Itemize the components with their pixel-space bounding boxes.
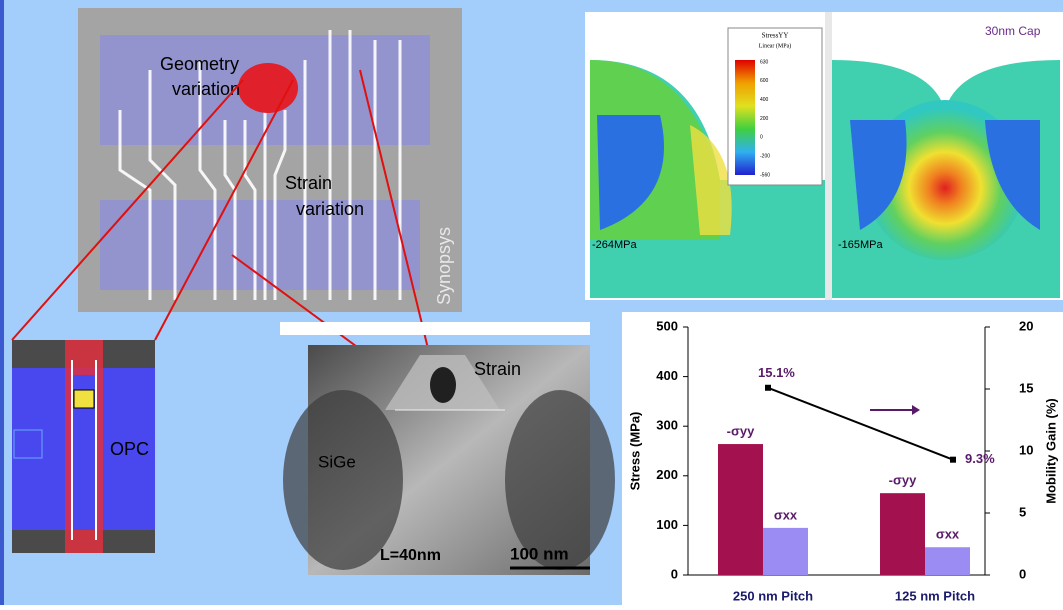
value-label: 9.3% xyxy=(965,451,995,466)
x-tick-label: 125 nm Pitch xyxy=(895,588,975,603)
line-marker xyxy=(765,385,771,391)
slide: Geometry variation Strain variation Syno… xyxy=(0,0,1063,605)
legend-tick: 600 xyxy=(760,78,769,84)
line-marker xyxy=(950,457,956,463)
y2-tick-label: 10 xyxy=(1019,442,1033,457)
y2-axis-label: Mobility Gain (%) xyxy=(1043,398,1058,503)
tem-image: Strain SiGe L=40nm 100 nm xyxy=(280,322,615,575)
legend-tick: -200 xyxy=(760,153,770,159)
layout-image: Geometry variation Strain variation Syno… xyxy=(78,8,462,312)
legend-tick: 400 xyxy=(760,97,769,103)
bar-label: σxx xyxy=(936,527,960,542)
simulation-image: StressYY Linear (MPa) 630 600 400 200 0 -200 -… xyxy=(585,12,1063,300)
chart: 0 100 200 300 400 500 0 5 10 15 20 Stress (MPa) Mobi… xyxy=(622,312,1063,605)
y-axis-label: Stress (MPa) xyxy=(627,412,642,491)
scale-bar-label: 100 nm xyxy=(510,544,569,563)
bar xyxy=(718,444,763,575)
legend-tick: 630 xyxy=(760,59,769,65)
y-tick-label: 500 xyxy=(656,318,678,333)
legend-title: StressYY xyxy=(762,32,789,40)
y2-tick-label: 20 xyxy=(1019,318,1033,333)
legend-tick: -560 xyxy=(760,172,770,178)
cap-label: 30nm Cap xyxy=(985,24,1041,38)
y2-tick-label: 5 xyxy=(1019,504,1026,519)
strain-label: Strain xyxy=(285,173,332,193)
bar xyxy=(925,547,970,575)
opc-image: OPC xyxy=(12,340,155,553)
stress-label: -264MPa xyxy=(592,239,638,251)
sige-label: SiGe xyxy=(318,452,356,471)
strain-label: variation xyxy=(296,199,364,219)
y-tick-label: 400 xyxy=(656,368,678,383)
geometry-label: Geometry xyxy=(160,54,239,74)
legend-tick: 200 xyxy=(760,116,769,122)
y2-tick-label: 0 xyxy=(1019,566,1026,581)
legend-tick: 0 xyxy=(760,135,763,141)
gate-length: L=40nm xyxy=(380,547,441,564)
y2-tick-label: 15 xyxy=(1019,380,1033,395)
y-tick-label: 300 xyxy=(656,418,678,433)
bar xyxy=(880,493,925,575)
y-tick-label: 200 xyxy=(656,467,678,482)
strain-label: Strain xyxy=(474,359,521,379)
opc-label: OPC xyxy=(110,439,149,459)
bar xyxy=(763,528,808,575)
legend-unit: Linear (MPa) xyxy=(759,42,792,49)
x-tick-label: 250 nm Pitch xyxy=(733,588,813,603)
y-tick-label: 0 xyxy=(671,566,678,581)
left-edge xyxy=(0,0,4,605)
bar-label: σxx xyxy=(774,507,798,522)
bar-label: -σyy xyxy=(727,423,755,438)
stress-label: -165MPa xyxy=(838,239,884,251)
y-tick-label: 100 xyxy=(656,517,678,532)
value-label: 15.1% xyxy=(758,365,795,380)
credit: Synopsys xyxy=(434,227,454,305)
bar-label: -σyy xyxy=(889,473,917,488)
